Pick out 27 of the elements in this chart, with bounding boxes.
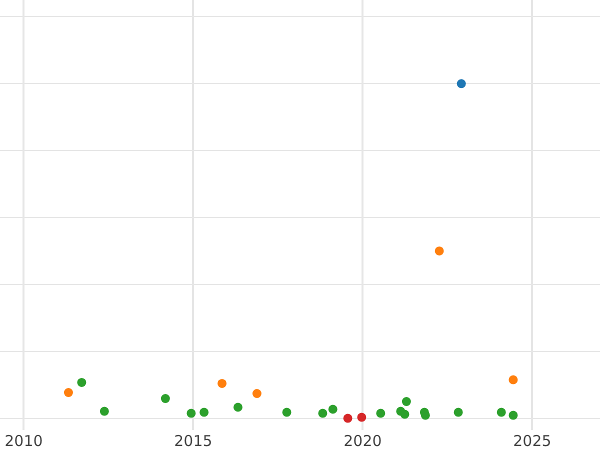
point bbox=[508, 410, 518, 420]
point bbox=[100, 406, 109, 416]
point bbox=[400, 410, 410, 419]
point bbox=[402, 397, 411, 406]
point bbox=[64, 388, 73, 398]
point bbox=[200, 408, 209, 417]
point bbox=[508, 375, 518, 384]
point bbox=[454, 408, 463, 417]
point bbox=[343, 414, 352, 423]
x-tick-label: 2025 bbox=[513, 432, 552, 450]
point bbox=[186, 408, 196, 418]
x-tick-label: 2020 bbox=[344, 432, 382, 450]
point bbox=[496, 408, 506, 417]
point bbox=[328, 404, 338, 414]
x-tick-label: 2015 bbox=[174, 432, 212, 450]
point bbox=[318, 408, 328, 418]
point bbox=[160, 394, 170, 404]
point bbox=[218, 378, 227, 388]
point bbox=[376, 408, 386, 418]
point bbox=[252, 389, 262, 398]
x-tick-label: 2010 bbox=[4, 432, 43, 450]
point bbox=[282, 408, 292, 417]
point bbox=[434, 246, 444, 256]
point bbox=[77, 378, 86, 387]
point bbox=[233, 402, 242, 412]
point bbox=[357, 412, 366, 422]
point bbox=[456, 79, 466, 88]
